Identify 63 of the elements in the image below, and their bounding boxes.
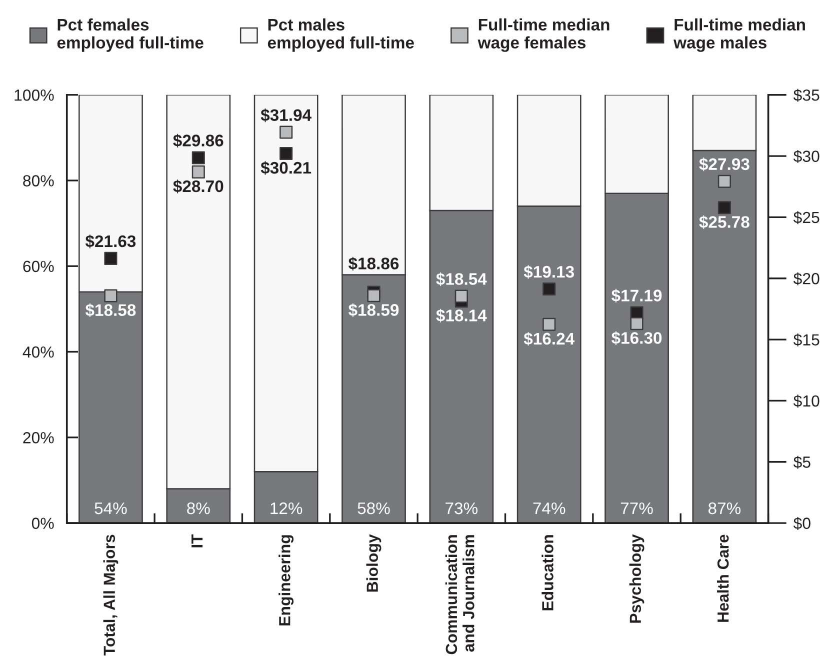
- x-tick-label: Psychology: [629, 534, 644, 623]
- data-label: $16.24: [524, 332, 574, 346]
- y2-tick-label: $15: [793, 334, 820, 346]
- data-label: $25.78: [699, 215, 750, 229]
- data-label: $27.93: [699, 158, 750, 172]
- point: [454, 290, 468, 303]
- data-label: $21.63: [85, 234, 136, 248]
- legend-label: Pct males employed full-time: [268, 18, 414, 52]
- x-tick-label: Total, All Majors: [103, 534, 118, 656]
- data-label: 74%: [533, 502, 566, 514]
- legend-label: Pct females employed full-time: [57, 18, 204, 52]
- point: [280, 126, 293, 139]
- point: [192, 151, 205, 164]
- point: [104, 252, 118, 265]
- point: [367, 289, 380, 302]
- data-label: $18.14: [436, 308, 487, 322]
- data-label: 58%: [358, 502, 390, 514]
- y-tick-label: 80%: [23, 175, 54, 186]
- legend-label: Full-time median wage females: [478, 18, 610, 52]
- point: [542, 282, 556, 296]
- point: [630, 317, 644, 330]
- x-tick-label: Biology: [366, 534, 382, 592]
- data-label: $31.94: [260, 108, 312, 122]
- data-label: $18.59: [348, 303, 399, 317]
- data-label: $19.13: [524, 265, 574, 279]
- data-label: $17.19: [612, 288, 662, 303]
- data-label: $18.58: [85, 303, 136, 318]
- point: [718, 201, 731, 214]
- y-tick-label: 0%: [32, 518, 54, 529]
- data-label: $30.21: [260, 161, 312, 175]
- y2-tick-label: $5: [793, 456, 810, 469]
- data-label: 77%: [620, 502, 653, 514]
- point: [542, 318, 556, 331]
- y2-tick-label: $20: [793, 272, 820, 286]
- data-label: $29.86: [173, 134, 224, 148]
- y-tick-label: 60%: [23, 260, 54, 272]
- point: [718, 174, 731, 188]
- point: [192, 165, 205, 178]
- data-label: $28.70: [173, 180, 224, 194]
- data-label: 87%: [708, 502, 741, 514]
- data-label: 12%: [270, 502, 302, 514]
- point: [104, 289, 118, 302]
- data-label: $16.30: [612, 331, 662, 345]
- data-label: $18.54: [436, 272, 487, 286]
- y2-tick-label: $10: [793, 394, 820, 408]
- y2-tick-label: $35: [793, 88, 820, 102]
- x-tick-label: Education: [542, 535, 554, 610]
- x-tick-label: Communication and Journalism: [445, 535, 474, 654]
- x-tick-label: Health Care: [717, 534, 729, 622]
- legend-label: Full-time median wage males: [674, 18, 805, 52]
- y2-tick-label: $30: [793, 150, 820, 163]
- y2-tick-label: $0: [793, 517, 810, 530]
- data-label: $18.86: [348, 256, 399, 270]
- y-tick-label: 40%: [22, 346, 54, 358]
- point: [280, 146, 293, 160]
- data-label: 73%: [446, 502, 478, 514]
- y-tick-label: 100%: [14, 89, 54, 101]
- x-tick-label: Engineering: [278, 535, 294, 626]
- data-label: 8%: [187, 502, 210, 514]
- y2-tick-label: $25: [793, 211, 820, 224]
- y-tick-label: 20%: [23, 432, 54, 444]
- x-tick-label: IT: [192, 534, 203, 548]
- data-label: 54%: [94, 502, 127, 514]
